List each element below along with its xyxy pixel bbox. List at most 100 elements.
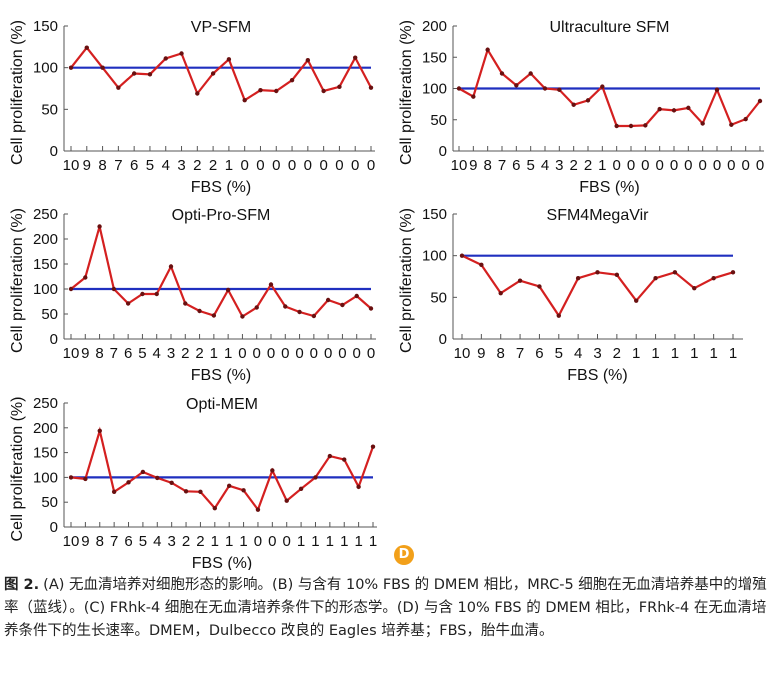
- x-tick-label: 1: [651, 345, 659, 362]
- data-point: [225, 287, 231, 293]
- x-tick-label: 10: [63, 533, 80, 550]
- proliferation-line: [461, 254, 734, 318]
- x-tick-label: 2: [182, 533, 190, 550]
- data-point: [97, 224, 102, 229]
- data-point: [514, 83, 519, 88]
- chart-title: Opti-Pro-SFM: [172, 207, 271, 224]
- x-tick-label: 4: [574, 345, 582, 362]
- x-tick-label: 6: [535, 345, 543, 362]
- data-point: [270, 468, 275, 473]
- x-tick-label: 1: [211, 533, 219, 550]
- x-tick-label: 0: [295, 345, 303, 362]
- data-point: [274, 88, 279, 94]
- caption-label: 图 2.: [4, 577, 40, 593]
- x-tick-label: 1: [225, 157, 233, 174]
- x-tick-label: 1: [311, 533, 319, 550]
- chart-title: VP-SFM: [191, 19, 251, 36]
- x-tick-label: 6: [512, 157, 520, 174]
- x-tick-label: 1: [690, 345, 698, 362]
- x-tick-label: 7: [498, 157, 506, 174]
- x-tick-label: 1: [225, 533, 233, 550]
- y-tick-label: 150: [33, 445, 58, 462]
- y-axis-label: Cell proliferation (%): [398, 20, 415, 165]
- x-tick-label: 6: [124, 345, 132, 362]
- data-point: [226, 57, 232, 62]
- x-tick-label: 0: [641, 157, 649, 174]
- x-tick-label: 7: [110, 345, 118, 362]
- data-point: [83, 275, 88, 280]
- x-tick-label: 0: [310, 345, 318, 362]
- x-tick-label: 1: [598, 157, 606, 174]
- data-point: [730, 270, 736, 275]
- x-tick-label: 0: [288, 157, 296, 174]
- x-tick-label: 0: [238, 345, 246, 362]
- data-point: [757, 98, 763, 104]
- x-tick-label: 0: [272, 157, 280, 174]
- x-tick-label: 0: [335, 157, 343, 174]
- y-tick-label: 50: [41, 306, 58, 323]
- y-axis-label: Cell proliferation (%): [9, 208, 26, 353]
- figure-caption: 图 2. (A) 无血清培养对细胞形态的影响。(B) 与含有 10% FBS 的 …: [4, 574, 770, 643]
- x-tick-label: 9: [81, 345, 89, 362]
- x-tick-label: 8: [497, 345, 505, 362]
- data-point: [585, 98, 591, 103]
- x-tick-label: 3: [167, 533, 175, 550]
- data-point: [537, 284, 542, 289]
- data-point: [183, 301, 188, 306]
- x-tick-label: 2: [193, 157, 201, 174]
- data-point: [169, 480, 174, 486]
- x-tick-label: 1: [671, 345, 679, 362]
- data-point: [140, 291, 145, 297]
- x-tick-label: 9: [477, 345, 485, 362]
- data-point: [498, 290, 503, 296]
- data-point: [628, 123, 634, 129]
- x-tick-label: 0: [756, 157, 764, 174]
- y-tick-label: 0: [50, 143, 58, 160]
- x-tick-label: 0: [353, 345, 361, 362]
- data-point: [711, 275, 716, 281]
- data-point: [210, 71, 216, 76]
- x-tick-label: 5: [138, 345, 146, 362]
- x-tick-label: 5: [555, 345, 563, 362]
- x-tick-label: 0: [241, 157, 249, 174]
- data-point: [614, 123, 619, 129]
- data-point: [321, 88, 326, 94]
- x-tick-label: 5: [146, 157, 154, 174]
- data-point: [653, 275, 658, 281]
- data-point: [284, 498, 289, 503]
- data-point: [356, 484, 361, 490]
- chart-title: Ultraculture SFM: [549, 19, 669, 36]
- data-point: [556, 313, 561, 318]
- x-tick-label: 0: [324, 345, 332, 362]
- x-tick-label: 4: [541, 157, 549, 174]
- x-tick-label: 2: [613, 345, 621, 362]
- data-point: [743, 116, 748, 122]
- x-tick-label: 0: [713, 157, 721, 174]
- x-tick-label: 0: [254, 533, 262, 550]
- data-point: [456, 86, 462, 91]
- x-tick-label: 0: [253, 345, 261, 362]
- y-tick-label: 50: [41, 101, 58, 118]
- x-tick-label: 10: [451, 157, 468, 174]
- y-tick-label: 200: [422, 18, 447, 35]
- x-tick-label: 2: [181, 345, 189, 362]
- x-tick-label: 1: [340, 533, 348, 550]
- data-point: [643, 123, 648, 128]
- data-point: [700, 121, 705, 126]
- data-point: [342, 457, 347, 462]
- data-point: [68, 286, 74, 292]
- x-tick-label: 9: [81, 533, 89, 550]
- y-tick-label: 150: [422, 206, 447, 223]
- data-point: [258, 87, 263, 93]
- data-point: [83, 476, 88, 482]
- x-tick-label: 0: [283, 533, 291, 550]
- x-tick-label: 5: [526, 157, 534, 174]
- x-tick-label: 5: [139, 533, 147, 550]
- y-tick-label: 50: [41, 494, 58, 511]
- x-tick-label: 7: [516, 345, 524, 362]
- y-tick-label: 0: [50, 519, 58, 536]
- data-point: [575, 275, 581, 281]
- data-point: [163, 56, 168, 61]
